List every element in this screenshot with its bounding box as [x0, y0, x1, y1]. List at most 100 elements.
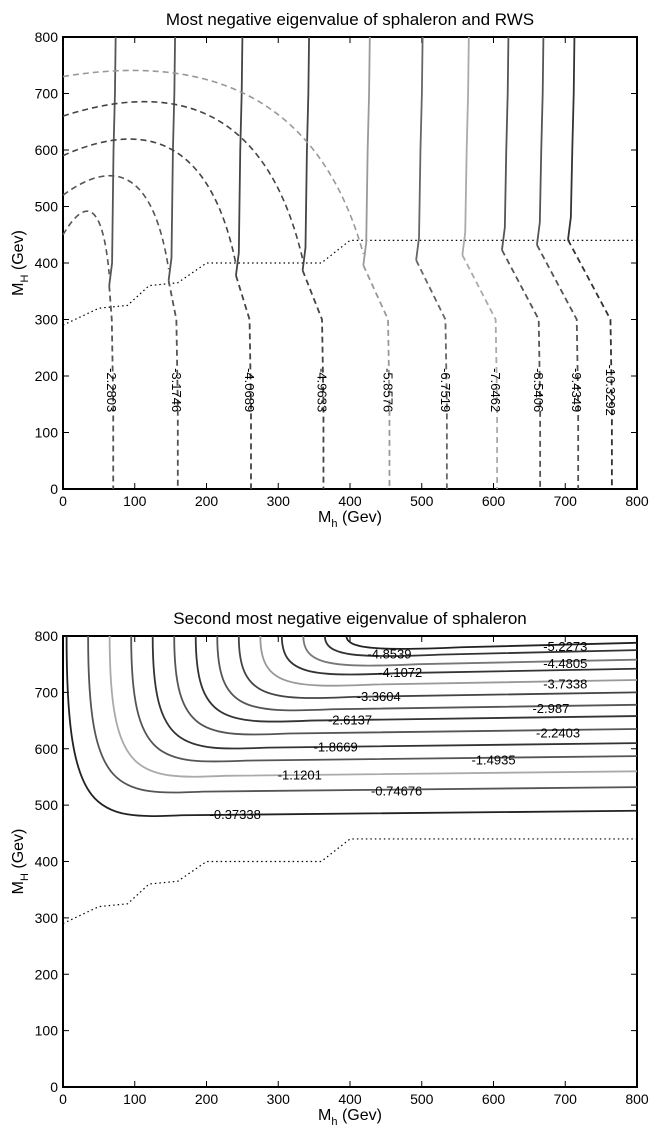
x-tick-label: 300 — [267, 493, 291, 509]
chart-title: Most negative eigenvalue of sphaleron an… — [166, 10, 534, 29]
contour-label: -7.6462 — [488, 368, 503, 412]
chart-top: Most negative eigenvalue of sphaleron an… — [0, 0, 649, 560]
contour-label: -3.1746 — [169, 368, 184, 412]
y-tick-label: 400 — [35, 255, 59, 271]
y-tick-label: 300 — [35, 910, 59, 926]
y-tick-label: 200 — [35, 966, 59, 982]
contour-line — [323, 635, 638, 658]
contour-label: -8.5406 — [531, 368, 546, 412]
x-tick-label: 100 — [123, 493, 147, 509]
x-tick-label: 800 — [625, 493, 649, 509]
contour-label: -9.4349 — [569, 368, 584, 412]
y-tick-label: 0 — [50, 1079, 58, 1095]
contour-line-dashed — [167, 280, 179, 489]
x-tick-label: 0 — [59, 1091, 67, 1107]
x-tick-label: 0 — [59, 493, 67, 509]
y-tick-label: 600 — [35, 741, 59, 757]
contour-line-dashed — [536, 244, 580, 489]
contour-label: -5.2273 — [543, 639, 587, 654]
contour-line-dashed — [461, 254, 498, 489]
y-tick-label: 100 — [35, 1023, 59, 1039]
contour-line-solid — [235, 36, 244, 276]
contour-line-dashed — [235, 275, 252, 489]
y-tick-label: 700 — [35, 684, 59, 700]
contour-label: -0.37338 — [210, 807, 261, 822]
x-tick-label: 600 — [482, 493, 506, 509]
boundary-dotted-line — [62, 838, 637, 925]
contour-line — [194, 635, 638, 723]
contour-label: -3.7338 — [543, 676, 587, 691]
contour-line-dashed — [501, 249, 542, 489]
x-tick-label: 500 — [410, 493, 434, 509]
contour-label: -6.7519 — [438, 368, 453, 412]
contour-arc — [62, 210, 111, 275]
contour-arc — [62, 69, 365, 255]
x-tick-label: 700 — [554, 1091, 578, 1107]
y-axis-label: MH (Gev) — [10, 829, 31, 895]
y-tick-label: 600 — [35, 142, 59, 158]
x-axis-label: Mh (Gev) — [318, 1107, 382, 1128]
x-tick-label: 100 — [123, 1091, 147, 1107]
contour-label: -1.4935 — [471, 752, 515, 767]
contour-arc — [62, 175, 170, 270]
contour-line-solid — [362, 36, 371, 266]
contour-arc — [62, 100, 304, 260]
y-tick-label: 0 — [50, 481, 58, 497]
contour-line-solid — [536, 36, 545, 246]
chart-top-svg: Most negative eigenvalue of sphaleron an… — [10, 10, 649, 530]
y-axis-label: MH (Gev) — [10, 230, 31, 296]
contour-label: -3.3604 — [357, 689, 401, 704]
x-tick-label: 400 — [338, 1091, 362, 1107]
contour-label: -1.8669 — [314, 739, 358, 754]
contour-label: -4.0689 — [242, 368, 257, 412]
contour-line-solid — [415, 36, 424, 261]
chart-title: Second most negative eigenvalue of sphal… — [173, 609, 526, 628]
contour-line-dashed — [362, 264, 391, 489]
contour-line — [87, 635, 638, 794]
contour-label: -4.4805 — [543, 656, 587, 671]
chart-bottom: Second most negative eigenvalue of sphal… — [0, 590, 649, 1133]
x-tick-label: 800 — [625, 1091, 649, 1107]
contour-line-dashed — [567, 239, 613, 489]
y-tick-label: 300 — [35, 312, 59, 328]
x-tick-label: 700 — [554, 493, 578, 509]
plot-frame — [62, 36, 638, 490]
y-tick-label: 400 — [35, 854, 59, 870]
y-tick-label: 800 — [35, 29, 59, 45]
contour-label: -0.74676 — [371, 783, 422, 798]
x-tick-label: 600 — [482, 1091, 506, 1107]
contour-label: -2.987 — [532, 701, 569, 716]
contour-line — [65, 635, 638, 818]
contour-line-dashed — [415, 259, 448, 489]
x-tick-label: 500 — [410, 1091, 434, 1107]
x-tick-label: 200 — [195, 1091, 219, 1107]
y-tick-label: 500 — [35, 199, 59, 215]
contour-line-dashed — [108, 285, 115, 489]
contour-label: -2.6137 — [328, 712, 372, 727]
x-axis-label: Mh (Gev) — [318, 509, 382, 530]
contour-line — [216, 635, 638, 712]
y-tick-label: 700 — [35, 86, 59, 102]
contour-line — [259, 635, 638, 687]
contour-label: -4.9633 — [314, 368, 329, 412]
contour-line-solid — [567, 36, 576, 240]
contour-line — [302, 635, 638, 667]
contour-line — [108, 635, 638, 778]
contour-label: -2.2803 — [104, 368, 119, 412]
contour-line-solid — [501, 36, 510, 251]
boundary-dotted-line — [62, 239, 637, 326]
contour-line — [173, 635, 638, 736]
contour-arc — [62, 138, 237, 265]
contour-label: -5.8576 — [380, 368, 395, 412]
y-tick-label: 100 — [35, 425, 59, 441]
y-tick-label: 800 — [35, 628, 59, 644]
x-tick-label: 400 — [338, 493, 362, 509]
contour-label: -10.3292 — [603, 364, 618, 415]
contour-line — [237, 635, 638, 699]
contour-line — [151, 635, 638, 750]
contour-line — [280, 635, 638, 676]
x-tick-label: 300 — [267, 1091, 291, 1107]
contour-line-solid — [461, 36, 470, 256]
contour-line-dashed — [301, 270, 325, 489]
contour-label: -2.2403 — [536, 725, 580, 740]
